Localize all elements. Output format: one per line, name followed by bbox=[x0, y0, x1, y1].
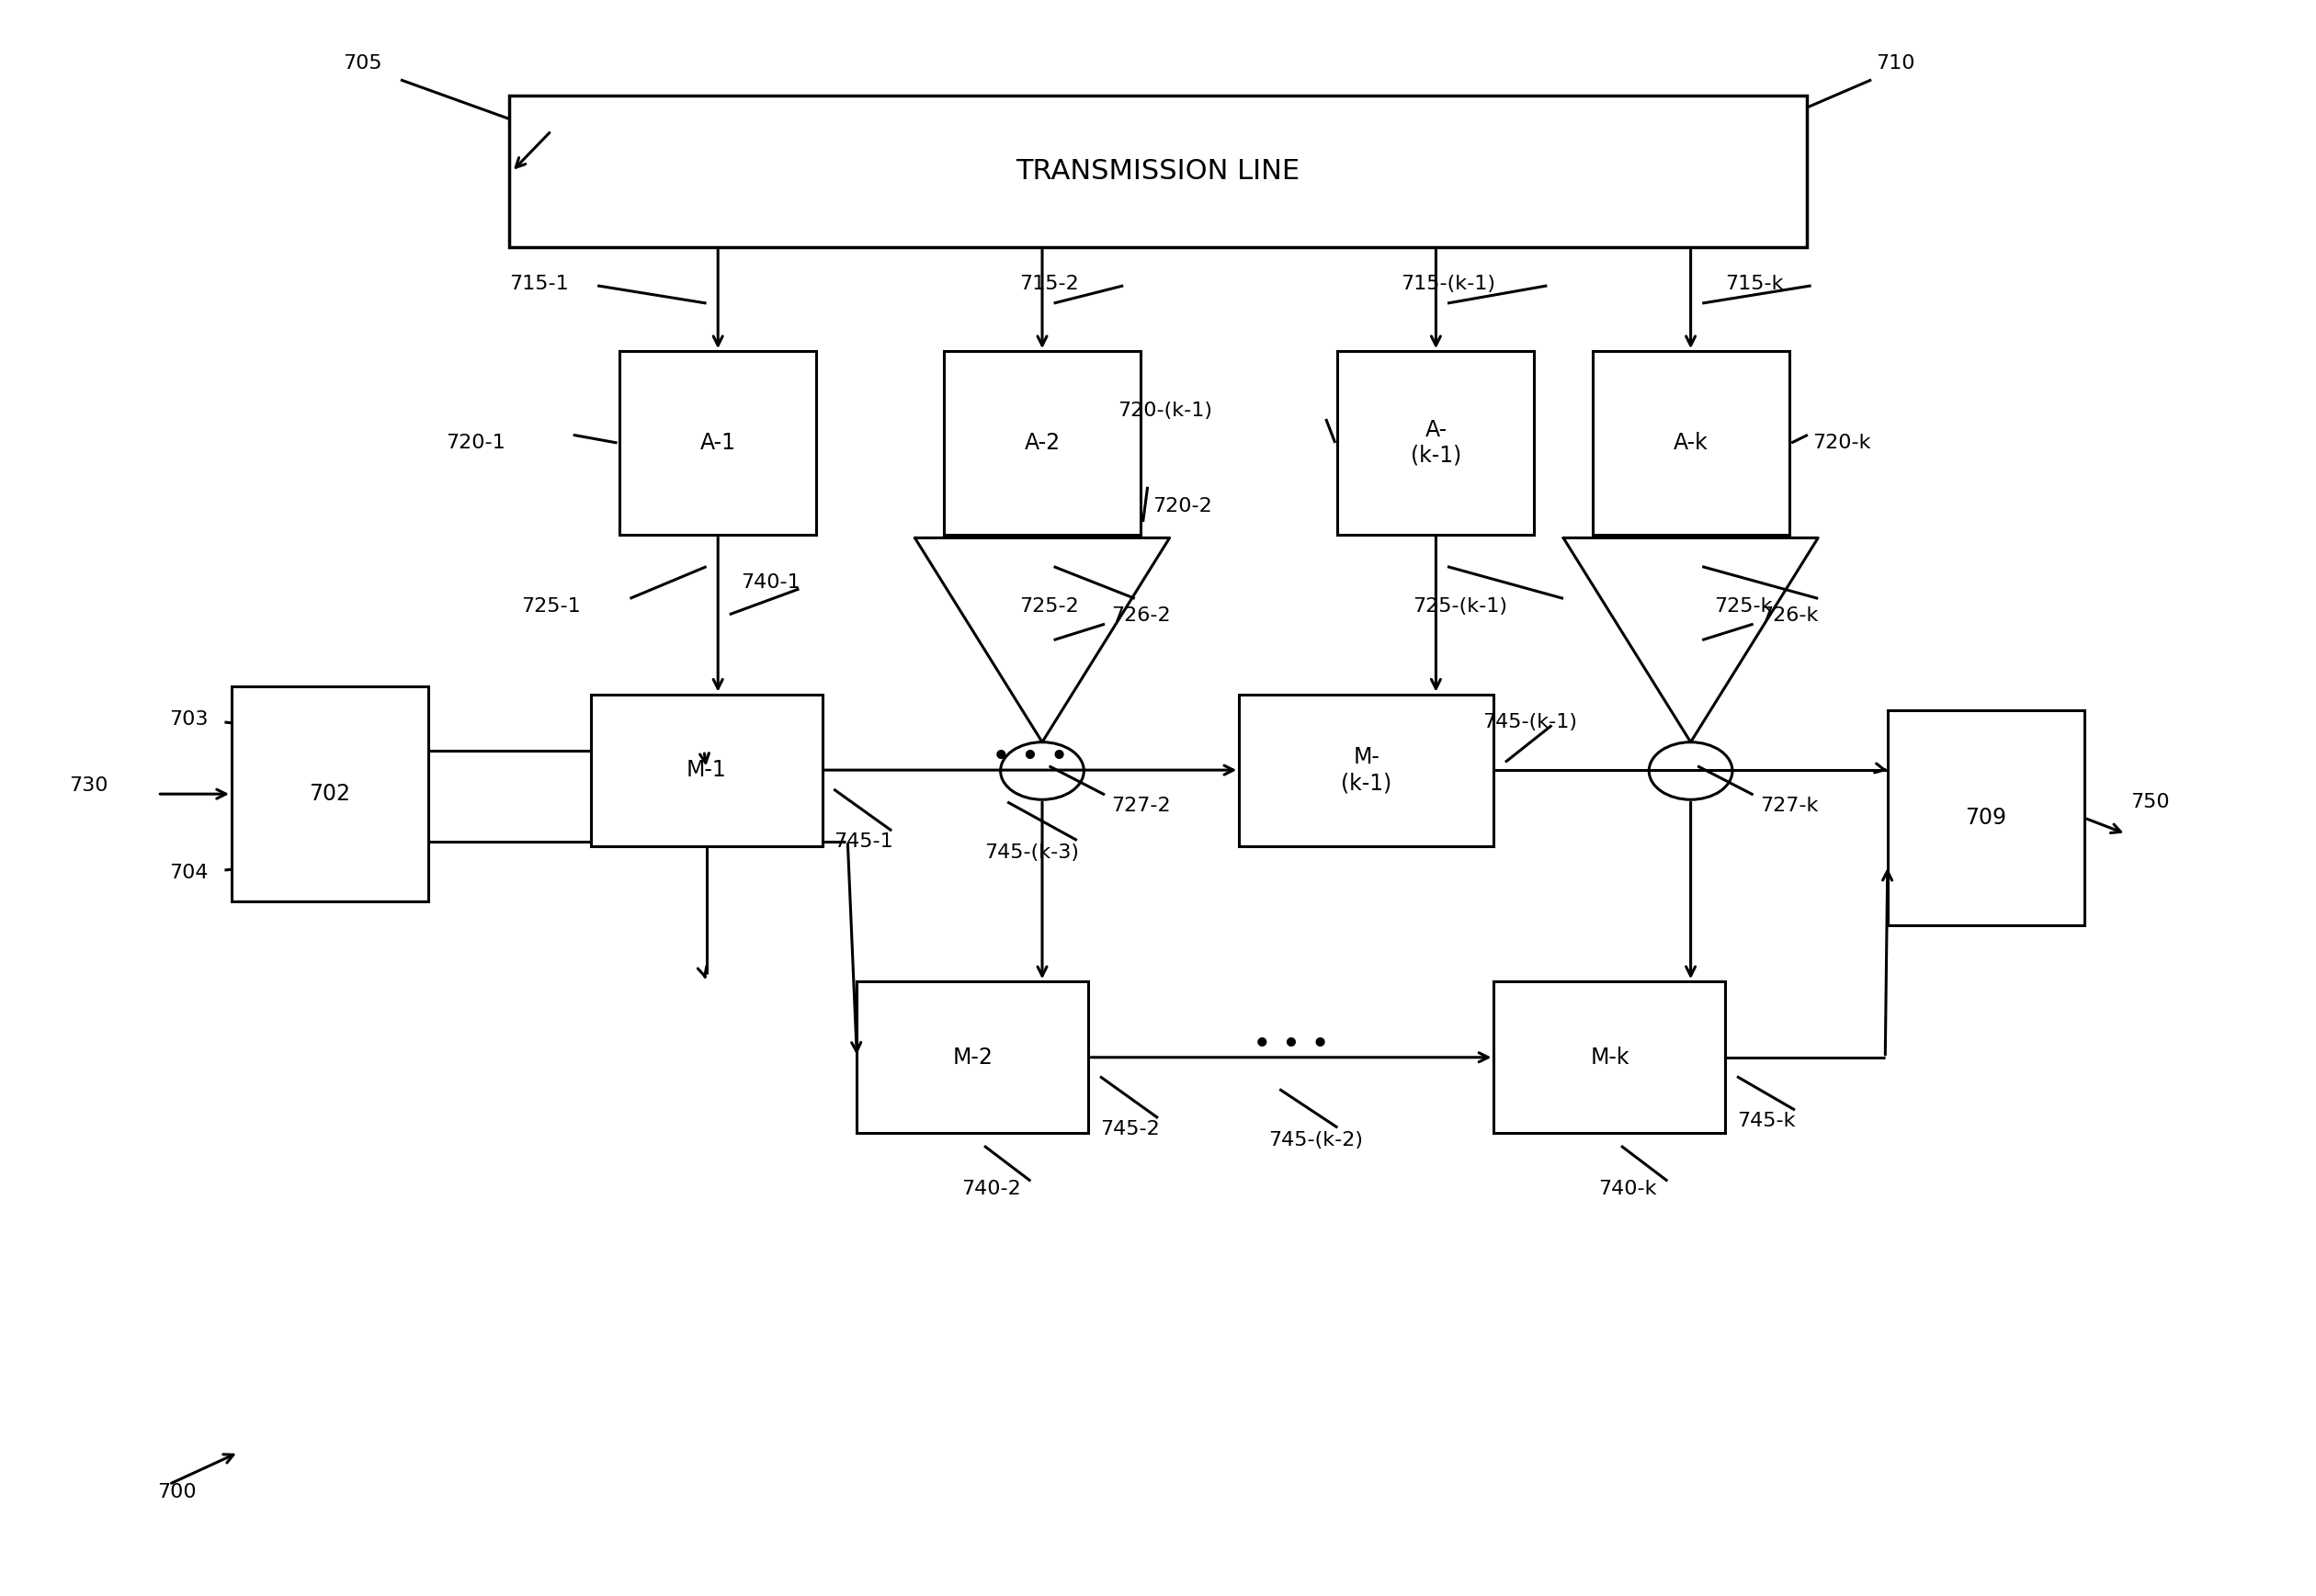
Text: 740-k: 740-k bbox=[1598, 1179, 1656, 1199]
Text: 710: 710 bbox=[1876, 54, 1915, 73]
Bar bbox=[1494, 982, 1725, 1133]
Text: • • •: • • • bbox=[1253, 1029, 1329, 1060]
Text: A-2: A-2 bbox=[1024, 433, 1061, 453]
Text: 704: 704 bbox=[169, 863, 208, 883]
Text: 702: 702 bbox=[310, 784, 350, 804]
Text: M-1: M-1 bbox=[686, 760, 727, 780]
Text: • • •: • • • bbox=[991, 742, 1070, 772]
Text: 745-(k-3): 745-(k-3) bbox=[984, 844, 1079, 862]
Text: 745-1: 745-1 bbox=[834, 833, 894, 851]
Bar bbox=[232, 686, 428, 902]
Text: M-k: M-k bbox=[1591, 1047, 1628, 1068]
Text: 727-k: 727-k bbox=[1760, 796, 1818, 816]
Text: 745-(k-1): 745-(k-1) bbox=[1482, 713, 1577, 731]
Text: 720-2: 720-2 bbox=[1153, 496, 1211, 516]
Text: 725-2: 725-2 bbox=[1019, 597, 1079, 616]
Text: 750: 750 bbox=[2131, 793, 2170, 811]
Bar bbox=[621, 351, 815, 535]
Text: 705: 705 bbox=[343, 54, 382, 73]
Text: M-2: M-2 bbox=[952, 1047, 994, 1068]
Text: 720-1: 720-1 bbox=[445, 434, 505, 452]
Text: 715-2: 715-2 bbox=[1019, 275, 1079, 294]
Bar bbox=[591, 694, 822, 846]
Bar bbox=[857, 982, 1089, 1133]
Bar bbox=[1239, 694, 1494, 846]
Text: 709: 709 bbox=[1966, 808, 2006, 828]
Text: A-
(k-1): A- (k-1) bbox=[1410, 420, 1461, 466]
Text: 745-2: 745-2 bbox=[1100, 1120, 1160, 1138]
Text: M-
(k-1): M- (k-1) bbox=[1341, 747, 1392, 793]
Text: 715-(k-1): 715-(k-1) bbox=[1401, 275, 1496, 294]
Text: 730: 730 bbox=[69, 777, 109, 795]
Text: 725-k: 725-k bbox=[1714, 597, 1772, 616]
Text: 745-(k-2): 745-(k-2) bbox=[1269, 1132, 1362, 1149]
Text: 726-2: 726-2 bbox=[1112, 606, 1172, 626]
Text: 725-(k-1): 725-(k-1) bbox=[1413, 597, 1508, 616]
Text: 700: 700 bbox=[157, 1483, 197, 1502]
Text: 703: 703 bbox=[169, 710, 208, 728]
Text: 715-k: 715-k bbox=[1725, 275, 1783, 294]
Text: 740-2: 740-2 bbox=[961, 1179, 1021, 1199]
Text: A-k: A-k bbox=[1674, 433, 1707, 453]
Text: 725-1: 725-1 bbox=[521, 597, 581, 616]
Bar bbox=[510, 96, 1806, 247]
Text: TRANSMISSION LINE: TRANSMISSION LINE bbox=[1017, 158, 1299, 185]
Text: 720-k: 720-k bbox=[1811, 434, 1871, 452]
Text: 715-1: 715-1 bbox=[510, 275, 570, 294]
Text: 726-k: 726-k bbox=[1760, 606, 1818, 626]
Bar bbox=[1888, 710, 2084, 926]
Bar bbox=[945, 351, 1139, 535]
Text: 720-(k-1): 720-(k-1) bbox=[1119, 402, 1211, 420]
Bar bbox=[1593, 351, 1788, 535]
Text: 745-k: 745-k bbox=[1737, 1112, 1795, 1130]
Text: A-1: A-1 bbox=[699, 433, 736, 453]
Bar bbox=[1339, 351, 1533, 535]
Text: 727-2: 727-2 bbox=[1112, 796, 1172, 816]
Text: 740-1: 740-1 bbox=[741, 573, 801, 592]
